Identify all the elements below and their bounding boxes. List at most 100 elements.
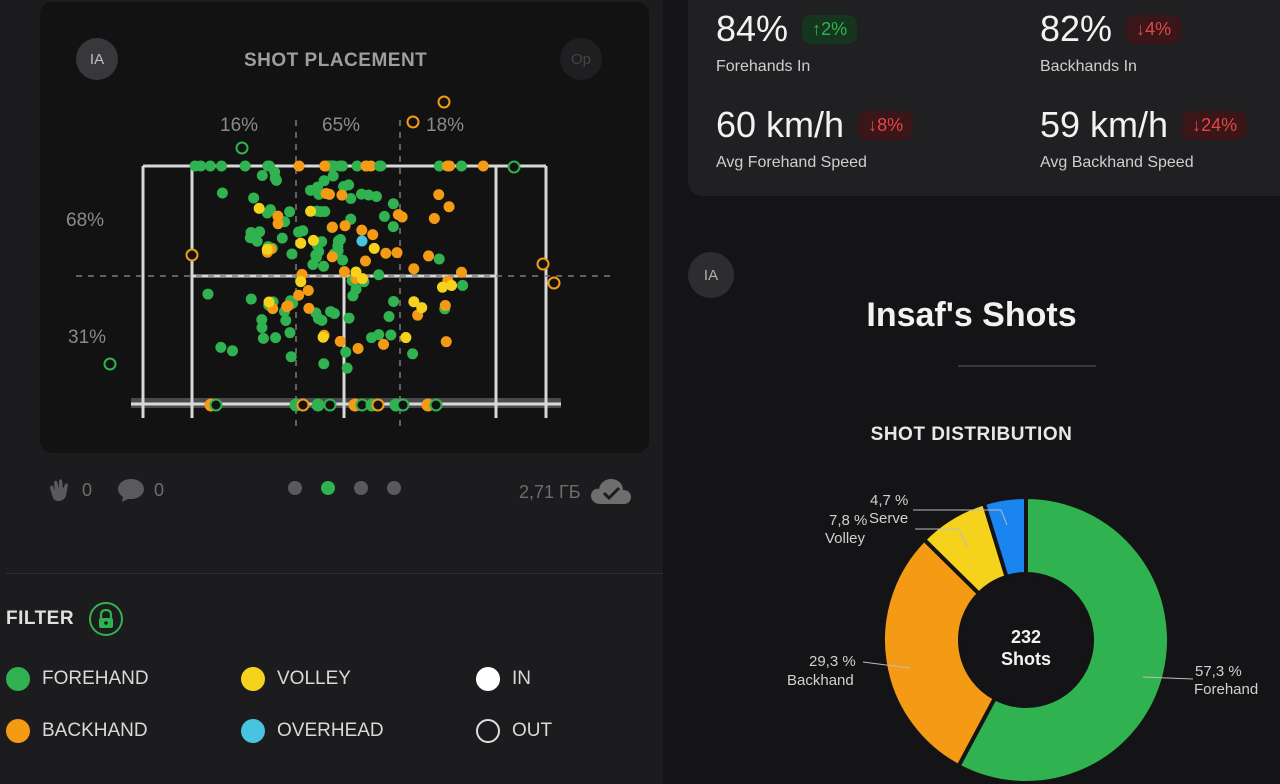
forehand-shot-dot	[337, 254, 349, 266]
shot-distribution-title: SHOT DISTRIBUTION	[870, 424, 1073, 445]
net-shot-dot	[296, 398, 310, 412]
forehand-shot-dot	[457, 279, 469, 291]
lock-icon[interactable]	[89, 602, 123, 636]
out-shot-dot	[536, 257, 550, 271]
volley-shot-dot	[305, 205, 317, 217]
clap-button[interactable]: 0	[46, 476, 92, 504]
backhand-pct-label: 29,3 %	[809, 653, 856, 670]
volley-pct-label: 7,8 %	[829, 512, 868, 529]
forehand-leader	[1142, 676, 1194, 680]
forehand-shot-dot	[284, 327, 296, 339]
serve-name-label: Serve	[869, 510, 909, 527]
filter-label: FILTER	[6, 608, 75, 629]
page-dot-active[interactable]	[321, 481, 335, 495]
volley-shot-dot	[416, 302, 428, 314]
filter-out-label: OUT	[512, 720, 553, 741]
backhand-shot-dot	[408, 263, 420, 275]
page-dot[interactable]	[288, 481, 302, 495]
volley-shot-dot	[263, 296, 275, 308]
forehand-shot-dot	[388, 295, 400, 307]
backhand-shot-dot	[356, 224, 368, 236]
stat-backhands-in: 82% ↓4% Backhands In	[1040, 8, 1182, 76]
forehand-slice[interactable]	[955, 494, 1171, 784]
backhand-shot-dot	[433, 189, 445, 201]
forehand-shot-dot	[284, 206, 296, 218]
forehand-shot-dot	[336, 160, 348, 172]
forehand-shot-dot	[385, 329, 397, 341]
forehand-shot-dot	[293, 226, 305, 238]
forehand-shot-dot	[285, 351, 297, 363]
filter-volley[interactable]: VOLLEY	[241, 667, 351, 691]
forehand-shot-dot	[256, 170, 268, 182]
filter-volley-label: VOLLEY	[277, 668, 351, 689]
forehand-pct-label: 57,3 %	[1195, 663, 1242, 680]
backhand-shot-dot	[319, 160, 331, 172]
out-shot-dot	[437, 95, 451, 109]
backhand-shot-dot	[326, 251, 338, 263]
backhand-shot-dot	[439, 299, 451, 311]
in-dot-icon	[476, 667, 500, 691]
stat-value: 84%	[716, 8, 789, 49]
filter-forehand-label: FOREHAND	[42, 668, 149, 689]
volley-shot-dot	[436, 281, 448, 293]
forehand-shot-dot	[204, 160, 216, 172]
serve-leader	[1000, 509, 1008, 526]
backhand-shot-dot	[477, 160, 489, 172]
change-badge: ↓24%	[1182, 110, 1248, 140]
clap-count: 0	[82, 479, 93, 500]
pct-center-zone: 65%	[322, 115, 361, 136]
forehand-shot-dot	[383, 311, 395, 323]
backhand-shot-dot	[302, 284, 314, 296]
net-shot-dot	[396, 398, 410, 412]
backhand-shot-dot	[334, 335, 346, 347]
opponent-avatar[interactable]: Op	[560, 38, 602, 80]
forehand-shot-dot	[264, 204, 276, 216]
cloud-check-icon[interactable]	[589, 476, 633, 508]
backhand-shot-dot	[423, 250, 435, 262]
net-shot-dot	[209, 398, 223, 412]
player-avatar[interactable]: IA	[688, 252, 734, 298]
filter-backhand-label: BACKHAND	[42, 720, 148, 741]
backhand-shot-dot	[440, 336, 452, 348]
stat-label: Avg Forehand Speed	[716, 154, 867, 171]
title-divider	[958, 365, 1096, 367]
filter-out[interactable]: OUT	[476, 719, 552, 743]
change-badge: ↑2%	[802, 14, 858, 44]
volley-shot-dot	[295, 276, 307, 288]
comment-icon	[118, 479, 144, 502]
forehand-shot-dot	[341, 362, 353, 374]
stat-label: Avg Backhand Speed	[1040, 154, 1194, 171]
volley-shot-dot	[295, 237, 307, 249]
forehand-shot-dot	[215, 160, 227, 172]
total-shots-label: Shots	[1001, 649, 1051, 669]
forehand-shot-dot	[280, 315, 292, 327]
forehand-shot-dot	[318, 175, 330, 187]
stat-label: Forehands In	[716, 58, 811, 75]
filter-in[interactable]: IN	[476, 667, 531, 691]
filter-forehand[interactable]: FOREHAND	[6, 667, 149, 691]
volley-shot-dot	[400, 332, 412, 344]
out-dot-icon	[476, 719, 500, 743]
serve-pct-label: 4,7 %	[870, 492, 909, 509]
volley-shot-dot	[350, 266, 362, 278]
backhand-shot-dot	[455, 266, 467, 278]
comment-button[interactable]: 0	[116, 476, 164, 504]
forehand-shot-dot	[313, 246, 325, 258]
shot-placement-title: SHOT PLACEMENT	[244, 50, 428, 71]
filter-overhead-label: OVERHEAD	[277, 720, 384, 741]
page-dot[interactable]	[354, 481, 368, 495]
change-badge: ↓8%	[858, 110, 914, 140]
forehand-name-label: Forehand	[1194, 681, 1259, 698]
forehand-shot-dot	[340, 346, 352, 358]
file-size: 2,71 ГБ	[519, 476, 633, 508]
backhand-shot-dot	[428, 213, 440, 225]
volley-leader	[958, 528, 968, 549]
forehand-shot-dot	[286, 248, 298, 260]
forehand-shot-dot	[257, 332, 269, 344]
backhand-slice[interactable]	[881, 536, 998, 769]
filter-overhead[interactable]: OVERHEAD	[241, 719, 384, 743]
serve-slice[interactable]	[981, 494, 1028, 580]
page-dot[interactable]	[387, 481, 401, 495]
player-avatar[interactable]: IA	[76, 38, 118, 80]
filter-backhand[interactable]: BACKHAND	[6, 719, 148, 743]
